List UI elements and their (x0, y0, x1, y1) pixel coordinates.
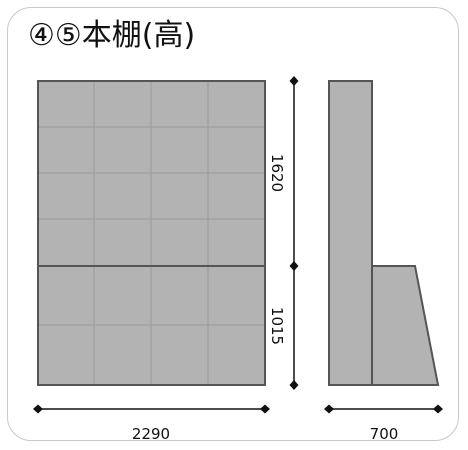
height-lower-label: 1015 (268, 307, 286, 345)
depth-dimension (324, 404, 443, 414)
width-right-marker (260, 404, 270, 414)
width-dimension (33, 404, 270, 414)
side-upper-unit (328, 80, 373, 386)
front-upper-grid (39, 82, 264, 265)
height-mid-marker (289, 261, 299, 271)
depth-right-marker (433, 404, 443, 414)
depth-left-marker (324, 404, 334, 414)
diagram-title: ④⑤本棚(高) (28, 18, 196, 53)
side-lower-unit (371, 265, 440, 386)
front-view (37, 80, 266, 386)
depth-label: 700 (370, 425, 399, 443)
height-bottom-marker (289, 380, 299, 390)
height-upper-label: 1620 (268, 154, 286, 192)
side-view (328, 80, 440, 386)
height-top-marker (289, 76, 299, 86)
front-lower-grid (39, 267, 264, 384)
width-left-marker (33, 404, 43, 414)
width-label: 2290 (132, 425, 170, 443)
